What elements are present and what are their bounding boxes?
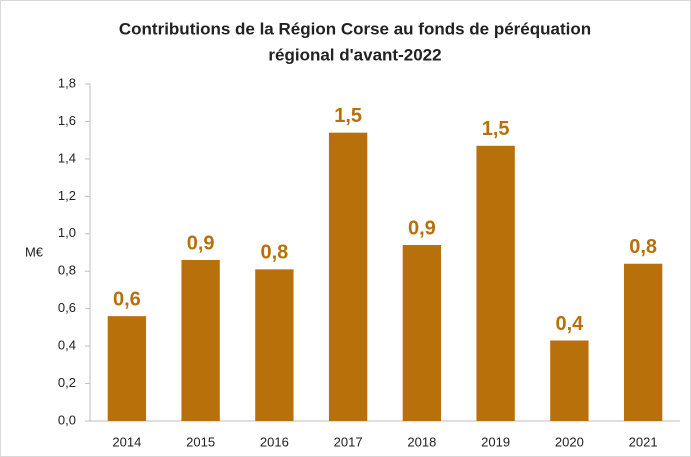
value-label: 0,8: [629, 236, 657, 258]
bar: [402, 245, 442, 421]
y-axis-label: M€: [25, 244, 44, 259]
bar: [623, 263, 663, 421]
y-tick-label: 0,2: [58, 375, 76, 390]
y-tick-label: 1,2: [58, 188, 76, 203]
bar: [255, 269, 294, 421]
x-tick-label: 2019: [481, 434, 510, 449]
value-label: 0,4: [555, 313, 584, 335]
value-label: 0,9: [408, 217, 436, 239]
x-tick-label: 2018: [407, 434, 436, 449]
chart-title: régional d'avant-2022: [268, 45, 441, 64]
x-tick-label: 2016: [260, 434, 289, 449]
x-tick-label: 2017: [334, 434, 363, 449]
bar: [107, 316, 147, 421]
x-tick-label: 2021: [629, 434, 658, 449]
x-tick-label: 2015: [186, 434, 215, 449]
value-label: 0,8: [260, 242, 288, 264]
chart-title: Contributions de la Région Corse au fond…: [119, 19, 591, 38]
bar: [550, 340, 589, 421]
y-tick-label: 0,4: [58, 338, 76, 353]
value-label: 1,5: [334, 105, 362, 127]
value-label: 0,6: [113, 288, 141, 310]
x-tick-label: 2014: [112, 434, 141, 449]
bar: [476, 145, 515, 422]
value-label: 1,5: [482, 118, 510, 140]
y-tick-label: 0,8: [58, 263, 76, 278]
bar: [181, 259, 220, 421]
y-tick-label: 1,0: [58, 225, 76, 240]
y-tick-label: 1,8: [58, 75, 76, 90]
y-tick-label: 0,0: [58, 412, 76, 427]
y-tick-label: 0,6: [58, 300, 76, 315]
x-tick-label: 2020: [555, 434, 584, 449]
value-label: 0,9: [187, 232, 215, 254]
y-tick-label: 1,4: [58, 150, 76, 165]
y-tick-label: 1,6: [58, 113, 76, 128]
bar: [328, 132, 368, 421]
